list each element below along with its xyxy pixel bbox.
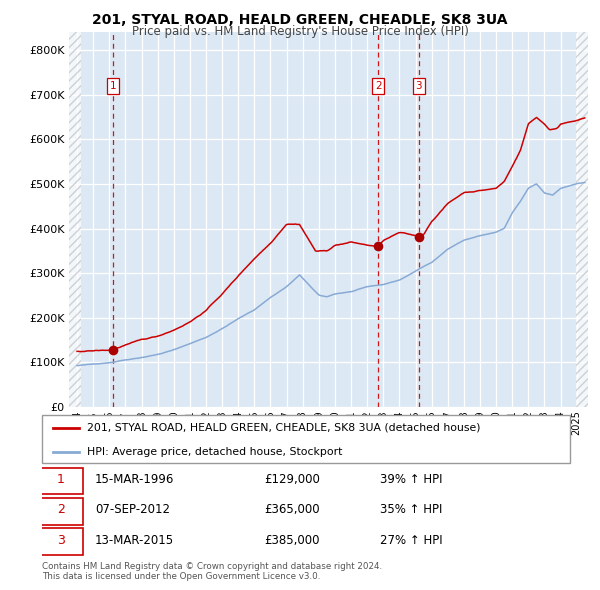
Text: 2: 2 — [57, 503, 65, 516]
FancyBboxPatch shape — [42, 415, 570, 463]
Text: 35% ↑ HPI: 35% ↑ HPI — [380, 503, 442, 516]
Text: 3: 3 — [57, 534, 65, 547]
Polygon shape — [576, 32, 588, 407]
Text: 07-SEP-2012: 07-SEP-2012 — [95, 503, 170, 516]
Polygon shape — [69, 32, 81, 407]
Text: 13-MAR-2015: 13-MAR-2015 — [95, 534, 174, 547]
FancyBboxPatch shape — [40, 528, 83, 555]
Text: 201, STYAL ROAD, HEALD GREEN, CHEADLE, SK8 3UA: 201, STYAL ROAD, HEALD GREEN, CHEADLE, S… — [92, 13, 508, 27]
Text: HPI: Average price, detached house, Stockport: HPI: Average price, detached house, Stoc… — [87, 447, 342, 457]
Text: Contains HM Land Registry data © Crown copyright and database right 2024.
This d: Contains HM Land Registry data © Crown c… — [42, 562, 382, 581]
Text: 1: 1 — [57, 473, 65, 486]
Text: 27% ↑ HPI: 27% ↑ HPI — [380, 534, 443, 547]
Text: £365,000: £365,000 — [264, 503, 319, 516]
Text: £129,000: £129,000 — [264, 473, 320, 486]
Text: 39% ↑ HPI: 39% ↑ HPI — [380, 473, 442, 486]
Text: Price paid vs. HM Land Registry's House Price Index (HPI): Price paid vs. HM Land Registry's House … — [131, 25, 469, 38]
Text: 1: 1 — [109, 81, 116, 91]
FancyBboxPatch shape — [40, 498, 83, 525]
Text: 15-MAR-1996: 15-MAR-1996 — [95, 473, 174, 486]
Text: £385,000: £385,000 — [264, 534, 319, 547]
Text: 2: 2 — [375, 81, 382, 91]
Text: 201, STYAL ROAD, HEALD GREEN, CHEADLE, SK8 3UA (detached house): 201, STYAL ROAD, HEALD GREEN, CHEADLE, S… — [87, 423, 481, 433]
FancyBboxPatch shape — [40, 468, 83, 494]
Text: 3: 3 — [415, 81, 422, 91]
